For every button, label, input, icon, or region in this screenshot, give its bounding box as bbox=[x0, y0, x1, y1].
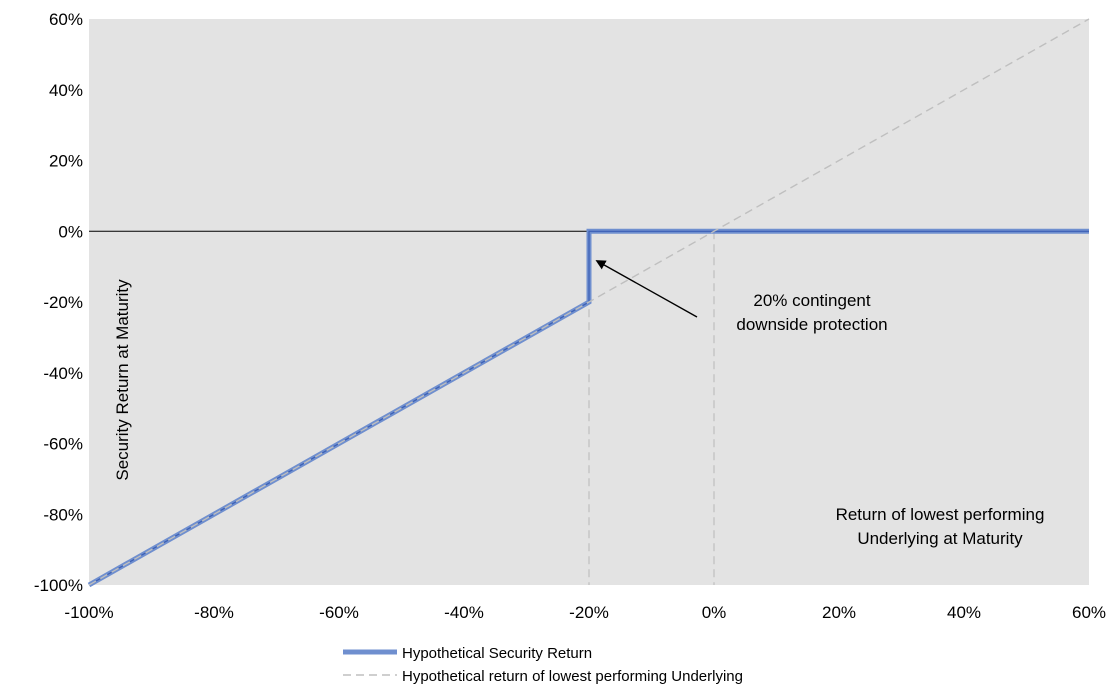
y-tick-label: -20% bbox=[43, 293, 83, 312]
series-layer bbox=[87, 18, 1090, 588]
x-tick-label: 20% bbox=[822, 603, 856, 622]
annotation-text: 20% contingent bbox=[753, 291, 870, 310]
y-tick-label: -100% bbox=[34, 576, 83, 595]
y-tick-label: -40% bbox=[43, 364, 83, 383]
y-tick-label: 60% bbox=[49, 10, 83, 29]
annotation: 20% contingent downside protection bbox=[595, 260, 888, 334]
x-tick-label: 40% bbox=[947, 603, 981, 622]
x-axis-ticks: -100% -80% -60% -40% -20% 0% 20% 40% 60% bbox=[64, 603, 1106, 622]
annotation-text: downside protection bbox=[736, 315, 887, 334]
x-tick-label: -20% bbox=[569, 603, 609, 622]
y-tick-label: 20% bbox=[49, 152, 83, 171]
x-tick-label: 0% bbox=[702, 603, 727, 622]
y-tick-label: -80% bbox=[43, 505, 83, 524]
x-axis-label-line: Underlying at Maturity bbox=[857, 529, 1023, 548]
x-tick-label: -80% bbox=[194, 603, 234, 622]
x-axis-label: Return of lowest performing Underlying at… bbox=[836, 505, 1045, 548]
y-tick-label: 0% bbox=[58, 222, 83, 241]
y-tick-label: -60% bbox=[43, 435, 83, 454]
x-axis-label-line: Return of lowest performing bbox=[836, 505, 1045, 524]
x-tick-label: -100% bbox=[64, 603, 113, 622]
series-underlying-return bbox=[88, 18, 1090, 586]
legend: Hypothetical Security Return Hypothetical… bbox=[343, 645, 743, 685]
legend-label-underlying: Hypothetical return of lowest performing… bbox=[402, 668, 743, 685]
x-tick-label: -60% bbox=[319, 603, 359, 622]
y-axis-label: Security Return at Maturity bbox=[113, 279, 132, 481]
x-tick-label: -40% bbox=[444, 603, 484, 622]
y-axis-ticks: 60% 40% 20% 0% -20% -40% -60% -80% -100% bbox=[34, 10, 83, 595]
legend-label-security: Hypothetical Security Return bbox=[402, 645, 592, 662]
annotation-arrow bbox=[595, 260, 698, 318]
x-tick-label: 60% bbox=[1072, 603, 1106, 622]
y-tick-label: 40% bbox=[49, 81, 83, 100]
